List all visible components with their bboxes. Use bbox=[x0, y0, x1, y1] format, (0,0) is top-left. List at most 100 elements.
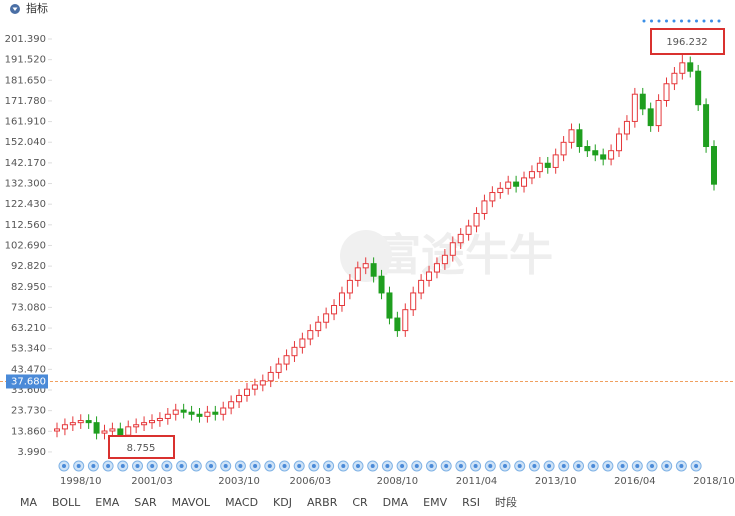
candle-body bbox=[172, 409, 179, 415]
candle-body bbox=[275, 363, 282, 373]
candle-body bbox=[331, 304, 338, 315]
candle-body bbox=[608, 150, 615, 160]
event-icon-dot bbox=[62, 464, 66, 468]
indicator-tab[interactable]: MA bbox=[20, 496, 37, 509]
indicator-tab[interactable]: CR bbox=[352, 496, 368, 509]
event-icon-dot bbox=[620, 464, 625, 468]
candle-body bbox=[54, 428, 60, 432]
candle-body bbox=[243, 388, 250, 396]
y-tick-label: 92.820 bbox=[11, 261, 46, 272]
candle-body bbox=[703, 104, 710, 148]
candle-body bbox=[212, 411, 219, 415]
candle-body bbox=[497, 187, 504, 194]
y-tick-label: 3.990 bbox=[17, 447, 46, 458]
candle-body bbox=[85, 420, 92, 424]
event-icon-dot bbox=[194, 464, 199, 468]
candle-body bbox=[307, 330, 314, 340]
candle-body bbox=[449, 242, 456, 256]
indicator-tab[interactable]: BOLL bbox=[52, 496, 81, 509]
x-tick-label: 2006/03 bbox=[290, 476, 332, 487]
candle-body bbox=[370, 263, 377, 277]
candle-body bbox=[457, 233, 464, 244]
candle-body bbox=[663, 83, 670, 101]
event-icon-dot bbox=[458, 464, 463, 468]
current-price-box bbox=[6, 374, 48, 389]
indicator-tab[interactable]: RSI bbox=[462, 496, 480, 509]
candle-body bbox=[61, 424, 68, 430]
candle-body bbox=[323, 313, 330, 323]
top-dot bbox=[687, 19, 691, 23]
candle-body bbox=[188, 411, 195, 415]
indicator-tab[interactable]: MACD bbox=[225, 496, 258, 509]
indicator-tab[interactable]: EMA bbox=[95, 496, 119, 509]
candle-body bbox=[639, 93, 646, 110]
top-dot bbox=[710, 19, 713, 23]
candle-body bbox=[418, 279, 425, 294]
candle-body bbox=[125, 426, 132, 436]
y-tick-label: 53.340 bbox=[11, 344, 46, 355]
event-icon-dot bbox=[561, 464, 566, 468]
indicator-tab[interactable]: ARBR bbox=[307, 496, 338, 509]
event-icon-dot bbox=[664, 464, 669, 468]
max-label: 196.232 bbox=[666, 37, 707, 48]
candle-body bbox=[141, 422, 148, 426]
indicator-tab[interactable]: 时段 bbox=[495, 495, 517, 509]
candle-body bbox=[196, 413, 203, 417]
max-box bbox=[650, 28, 725, 55]
candle-body bbox=[93, 422, 100, 434]
indicator-tab[interactable]: SAR bbox=[134, 496, 157, 509]
candle-body bbox=[441, 254, 448, 265]
current-price-label: 37.680 bbox=[11, 376, 46, 387]
event-icon-dot bbox=[385, 464, 390, 468]
y-tick-label: 102.690 bbox=[5, 240, 46, 251]
candle-body bbox=[251, 384, 258, 390]
candle-body bbox=[584, 146, 591, 152]
candle-body bbox=[259, 380, 266, 386]
candle-body bbox=[402, 309, 409, 332]
event-icon-dot bbox=[488, 464, 493, 468]
candle-body bbox=[473, 212, 480, 227]
watermark-logo bbox=[340, 230, 392, 282]
candle-body bbox=[299, 338, 306, 348]
candle-body bbox=[513, 181, 520, 187]
event-icon-dot bbox=[414, 464, 419, 468]
candle-body bbox=[69, 422, 76, 426]
top-dot bbox=[657, 19, 661, 23]
candle-body bbox=[433, 263, 440, 273]
min-label: 8.755 bbox=[127, 443, 156, 454]
indicator-tab[interactable]: EMV bbox=[423, 496, 447, 509]
event-icon-dot bbox=[223, 464, 228, 468]
header-icon-arrow bbox=[12, 7, 18, 11]
event-icon-dot bbox=[238, 464, 243, 468]
candle-body bbox=[101, 430, 108, 434]
event-icon-dot bbox=[517, 464, 522, 468]
candle-body bbox=[117, 428, 124, 436]
x-tick-label: 1998/10 bbox=[60, 476, 102, 487]
event-icon-dot bbox=[253, 464, 258, 468]
indicator-tab[interactable]: KDJ bbox=[273, 496, 292, 509]
y-tick-label: 152.040 bbox=[5, 137, 46, 148]
y-tick-label: 132.300 bbox=[5, 179, 46, 190]
y-tick-label: 161.910 bbox=[5, 117, 46, 128]
event-icon-dot bbox=[311, 464, 316, 468]
event-icon-dot bbox=[503, 464, 507, 468]
event-icon-dot bbox=[326, 464, 331, 468]
candle-body bbox=[267, 371, 274, 382]
event-icon-dot bbox=[473, 464, 478, 468]
indicator-tab[interactable]: DMA bbox=[383, 496, 409, 509]
event-icon-dot bbox=[679, 464, 684, 468]
candle-body bbox=[505, 181, 512, 189]
candle-body bbox=[338, 292, 345, 306]
event-icon-dot bbox=[135, 464, 140, 468]
event-icon-dot bbox=[591, 464, 596, 468]
indicator-tab[interactable]: MAVOL bbox=[172, 496, 211, 509]
event-icon-dot bbox=[400, 464, 405, 468]
y-tick-label: 181.650 bbox=[5, 75, 46, 86]
candle-body bbox=[291, 346, 298, 357]
candle-body bbox=[394, 317, 401, 332]
y-tick-label: 23.730 bbox=[11, 406, 46, 417]
candle-body bbox=[228, 401, 235, 409]
event-icon-dot bbox=[282, 464, 287, 468]
event-icon-dot bbox=[576, 464, 581, 468]
candle-body bbox=[655, 99, 662, 127]
